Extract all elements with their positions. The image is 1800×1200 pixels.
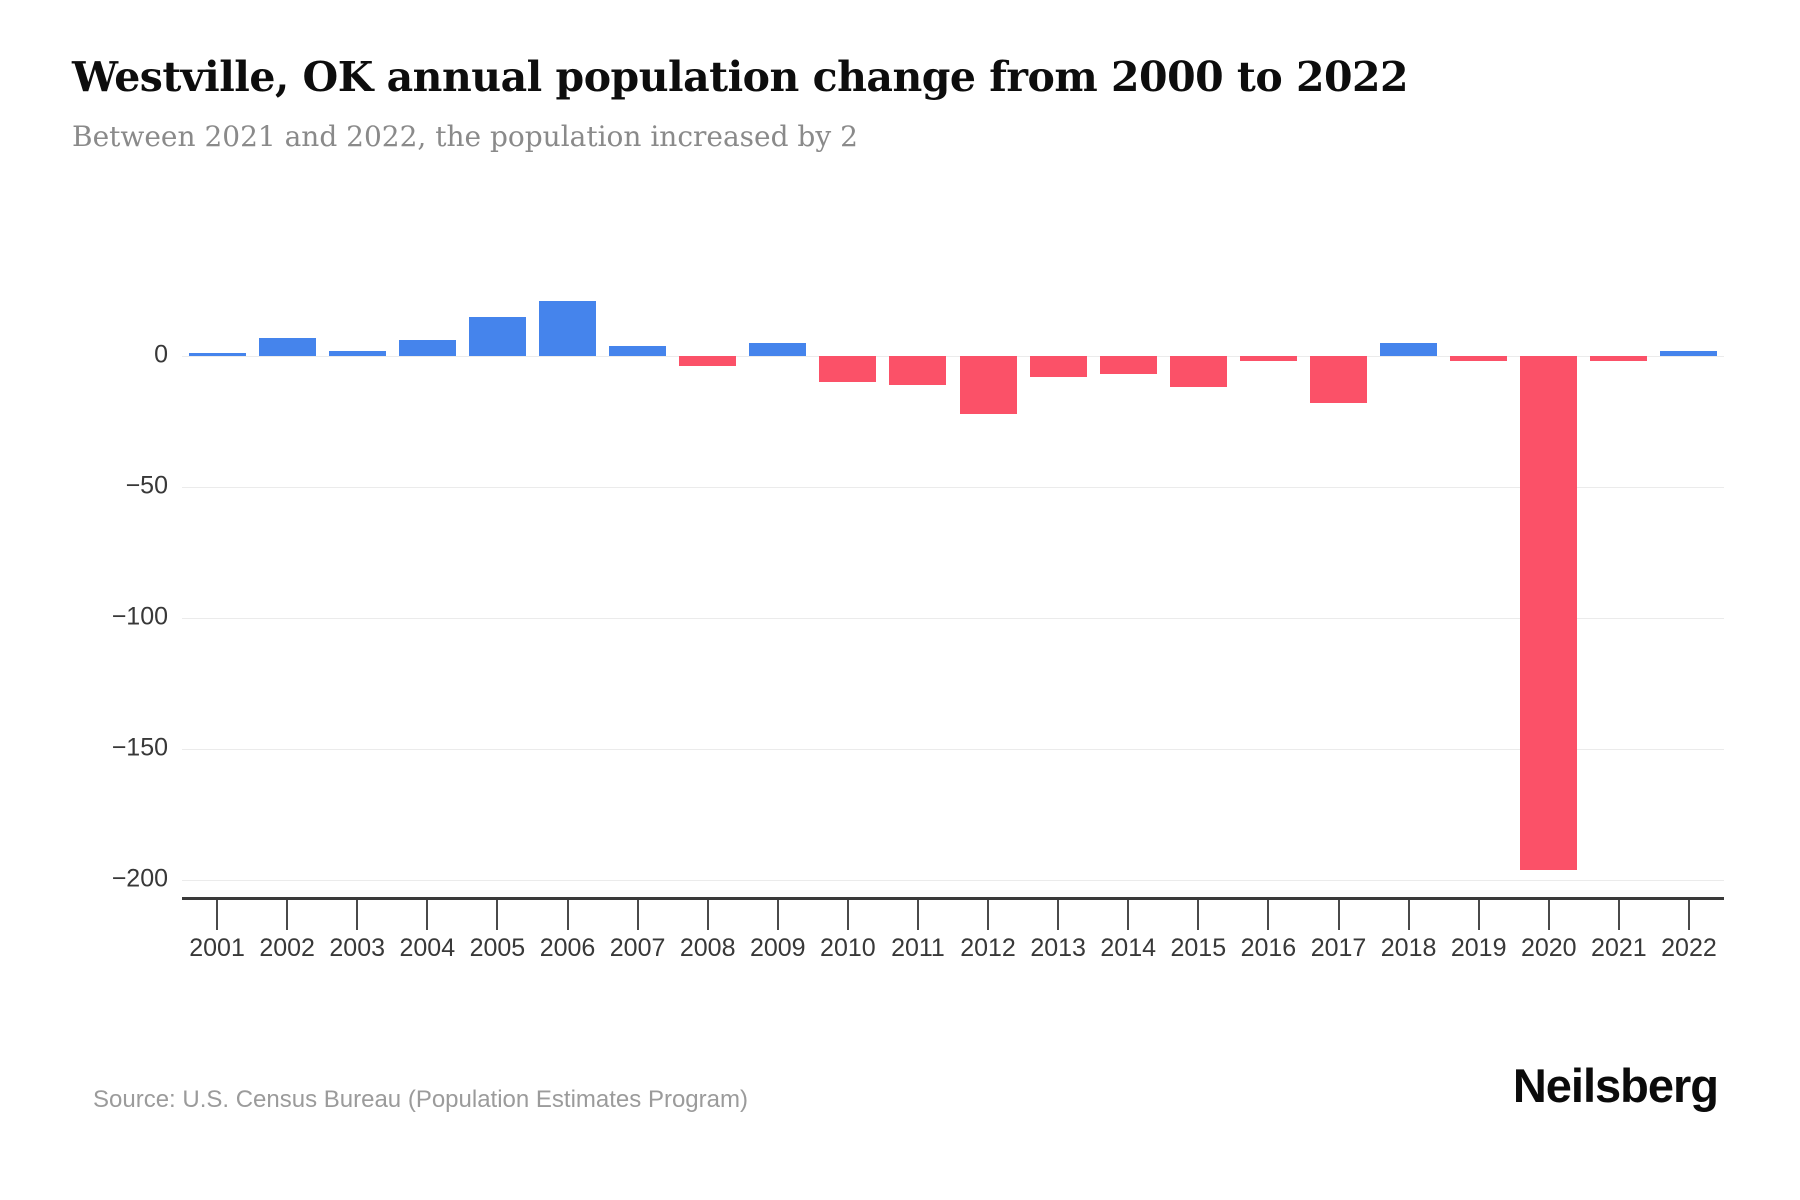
bar-chart-plot-area: 0 −50 −100 −150 −200 2001 2002 2003 2004 2005 2006… <box>112 230 1724 962</box>
x-axis-label-2011: 2011 <box>891 934 945 962</box>
y-axis-label--50: −50 <box>125 471 168 500</box>
x-tick-2016 <box>1267 900 1270 930</box>
x-tick-2010 <box>846 900 849 930</box>
bar-2006[interactable] <box>539 300 596 356</box>
bar-2017[interactable] <box>1310 356 1367 404</box>
x-axis-label-2008: 2008 <box>679 934 736 962</box>
x-tick-2011 <box>916 900 919 930</box>
x-axis-label-2016: 2016 <box>1240 934 1297 962</box>
gridline-0 <box>182 356 1724 357</box>
y-axis-label--100: −100 <box>111 602 168 631</box>
gridline--100 <box>182 618 1724 619</box>
x-axis-label-2020: 2020 <box>1520 934 1577 962</box>
x-axis-label-2002: 2002 <box>259 934 315 962</box>
x-tick-2008 <box>706 900 709 930</box>
bar-2003[interactable] <box>328 350 386 356</box>
x-tick-2001 <box>216 900 219 930</box>
x-axis-label-2013: 2013 <box>1030 934 1086 962</box>
y-axis-label--150: −150 <box>111 733 168 762</box>
x-tick-2014 <box>1127 900 1130 930</box>
bar-2007[interactable] <box>609 345 667 356</box>
bar-2013[interactable] <box>1029 356 1087 377</box>
x-tick-2004 <box>426 900 429 930</box>
x-axis-label-2006: 2006 <box>539 934 596 962</box>
bar-2004[interactable] <box>398 340 456 356</box>
x-tick-2002 <box>286 900 289 930</box>
bar-2018[interactable] <box>1380 342 1438 356</box>
x-tick-2020 <box>1547 900 1550 930</box>
bar-2009[interactable] <box>749 342 807 356</box>
x-axis-label-2022: 2022 <box>1661 934 1717 962</box>
gridline--150 <box>182 749 1724 750</box>
x-tick-2017 <box>1337 900 1340 930</box>
chart-subtitle: Between 2021 and 2022, the population in… <box>72 120 858 153</box>
gridline--50 <box>182 487 1724 488</box>
x-axis-label-2001: 2001 <box>189 934 245 962</box>
bar-2001[interactable] <box>188 353 246 356</box>
y-axis-label-0: 0 <box>154 340 168 369</box>
x-axis-label-2014: 2014 <box>1100 934 1157 962</box>
bar-2022[interactable] <box>1660 350 1718 356</box>
x-axis-label-2009: 2009 <box>749 934 806 962</box>
x-tick-2018 <box>1407 900 1410 930</box>
bar-2019[interactable] <box>1450 356 1508 362</box>
x-axis-label-2015: 2015 <box>1170 934 1227 962</box>
x-tick-2003 <box>356 900 359 930</box>
bar-2021[interactable] <box>1590 356 1648 362</box>
x-tick-2005 <box>496 900 499 930</box>
x-tick-2009 <box>776 900 779 930</box>
x-axis-label-2018: 2018 <box>1380 934 1437 962</box>
y-axis-label--200: −200 <box>111 864 168 893</box>
x-axis-label-2021: 2021 <box>1591 934 1647 962</box>
x-axis-label-2010: 2010 <box>820 934 876 962</box>
x-axis-label-2019: 2019 <box>1450 934 1507 962</box>
bar-2015[interactable] <box>1169 356 1227 388</box>
bar-2012[interactable] <box>959 356 1017 414</box>
bar-2005[interactable] <box>468 316 526 356</box>
x-tick-2022 <box>1687 900 1690 930</box>
x-axis-label-2003: 2003 <box>329 934 386 962</box>
bar-2010[interactable] <box>819 356 877 383</box>
x-tick-2021 <box>1617 900 1620 930</box>
x-tick-2013 <box>1057 900 1060 930</box>
bar-2016[interactable] <box>1239 356 1297 362</box>
x-tick-2012 <box>987 900 990 930</box>
x-axis-label-2012: 2012 <box>960 934 1016 962</box>
gridline--200 <box>182 880 1724 881</box>
x-tick-2019 <box>1477 900 1480 930</box>
x-axis-label-2005: 2005 <box>469 934 526 962</box>
x-axis-label-2017: 2017 <box>1310 934 1367 962</box>
chart-title: Westville, OK annual population change f… <box>72 53 1409 101</box>
bar-2014[interactable] <box>1099 356 1157 375</box>
x-tick-2006 <box>566 900 569 930</box>
x-axis-label-2004: 2004 <box>399 934 456 962</box>
source-note: Source: U.S. Census Bureau (Population E… <box>93 1086 748 1113</box>
bar-2020[interactable] <box>1520 356 1578 870</box>
x-tick-2015 <box>1197 900 1200 930</box>
brand-logo: Neilsberg <box>1512 1059 1719 1112</box>
bar-2002[interactable] <box>258 337 316 356</box>
x-axis-label-2007: 2007 <box>609 934 666 962</box>
x-tick-2007 <box>636 900 639 930</box>
bar-2008[interactable] <box>679 356 737 367</box>
bar-2011[interactable] <box>889 356 947 385</box>
